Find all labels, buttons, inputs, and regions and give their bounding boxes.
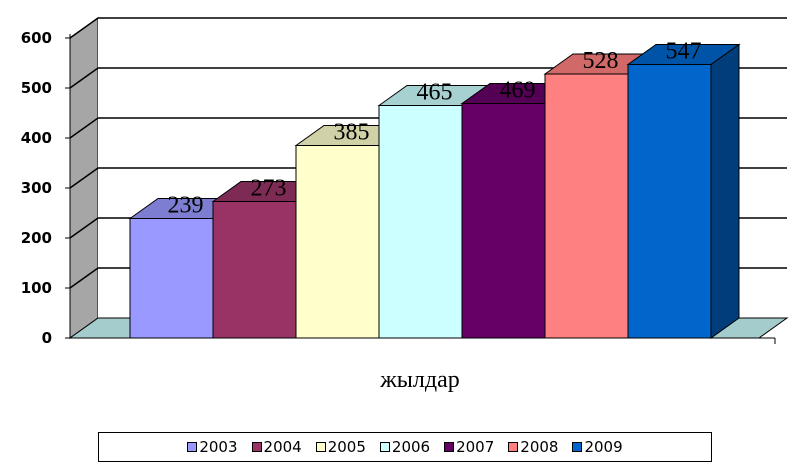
bar-front (378, 105, 463, 339)
legend-swatch (251, 442, 262, 452)
legend-swatch (315, 442, 326, 452)
bar-2004 (211, 181, 326, 339)
legend-swatch (444, 442, 455, 452)
bar-front (295, 145, 380, 339)
legend-label: 2007 (456, 438, 495, 456)
data-label-2003: 239 (168, 193, 204, 219)
legend-label: 2009 (584, 438, 623, 456)
data-label-2004: 273 (251, 176, 287, 202)
bar-front (627, 64, 712, 339)
bar-2006 (377, 85, 492, 339)
y-tick-label: 200 (21, 229, 52, 247)
legend-item-2006: 2006 (379, 438, 431, 456)
bar-front (212, 201, 297, 339)
legend-label: 2003 (199, 438, 238, 456)
y-tick-label: 600 (21, 29, 52, 47)
data-label-2008: 528 (583, 48, 619, 74)
legend-label: 2008 (520, 438, 559, 456)
legend-item-2005: 2005 (315, 438, 366, 456)
legend-label: 2005 (327, 438, 366, 456)
data-labels: 239 273 385 465 469 528 547 (168, 39, 702, 219)
y-tick-label: 300 (21, 179, 52, 197)
bar-front (461, 103, 546, 339)
legend-label: 2004 (263, 438, 302, 456)
y-tick-label: 0 (42, 329, 52, 347)
legend-swatch (379, 442, 390, 452)
bar-2009 (626, 43, 741, 339)
legend-label: 2006 (391, 438, 431, 456)
y-tick-label: 400 (21, 129, 52, 147)
bar-side (710, 43, 740, 339)
data-label-2006: 465 (417, 80, 453, 106)
legend-item-2003: 2003 (187, 438, 238, 456)
bars (128, 43, 741, 339)
legend-item-2004: 2004 (251, 438, 302, 456)
data-label-2005: 385 (334, 120, 370, 146)
data-label-2009: 547 (666, 39, 702, 65)
legend-swatch (572, 442, 583, 452)
legend-swatch (187, 442, 198, 452)
legend-item-2009: 2009 (572, 438, 623, 456)
legend-item-2007: 2007 (444, 438, 494, 456)
y-tick-label: 500 (21, 79, 52, 97)
bar-front (129, 218, 214, 339)
bar-2003 (128, 198, 243, 339)
data-label-2007: 469 (500, 78, 536, 104)
y-tick-label: 100 (21, 279, 52, 297)
legend-item-2008: 2008 (508, 438, 558, 456)
gridline (69, 17, 787, 39)
bar-front (544, 73, 629, 339)
x-axis-title: жылдар (379, 367, 460, 393)
legend: 2003 2004 2005 2006 2007 2008 2009 (98, 432, 712, 462)
legend-swatch (508, 442, 519, 452)
